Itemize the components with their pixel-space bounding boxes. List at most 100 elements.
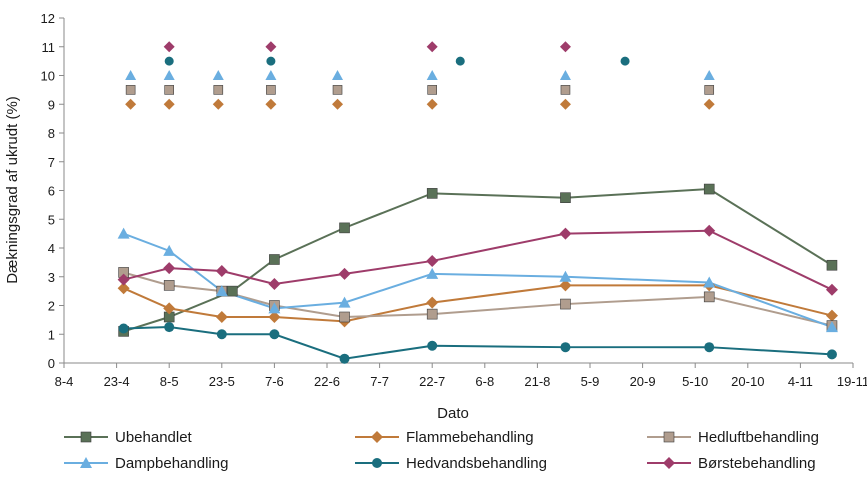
- x-axis-ticks: 8-4 23-4 8-5 23-5 7-6 22-6 7-7 22-7 6-8 21-8 5-9 20…: [55, 363, 867, 389]
- treatment-marker-hedvandsbehandling: [620, 56, 630, 66]
- data-point-dampbehandling: [338, 296, 351, 308]
- data-point-borstebehandling: [215, 265, 228, 277]
- data-point-borstebehandling: [559, 227, 572, 240]
- legend-item-flammebehandling: Flammebehandling: [355, 429, 534, 446]
- data-point-flammebehandling: [215, 311, 228, 323]
- legend-item-dampbehandling: Dampbehandling: [64, 455, 228, 472]
- series-line-borstebehandling: [123, 229, 833, 291]
- y-tick-label: 2: [48, 299, 55, 314]
- treatment-marker-flammebehandling: [125, 98, 137, 110]
- treatment-marker-hedluftbehandling: [332, 85, 343, 95]
- x-tick-label: 21-8: [524, 374, 550, 389]
- data-point-dampbehandling: [825, 321, 838, 333]
- data-point-dampbehandling: [215, 285, 228, 297]
- legend-label: Ubehandlet: [115, 429, 193, 446]
- data-point-hedvandsbehandling: [560, 342, 571, 353]
- data-point-hedvandsbehandling: [339, 353, 350, 364]
- y-tick-label: 5: [48, 212, 55, 227]
- legend-swatch-marker: [371, 431, 383, 443]
- treatment-marker-flammebehandling: [332, 98, 344, 110]
- x-tick-label: 6-8: [475, 374, 494, 389]
- legend-item-hedluftbehandling: Hedluftbehandling: [647, 429, 819, 446]
- data-point-hedvandsbehandling: [269, 329, 280, 340]
- legend-item-ubehandlet: Ubehandlet: [64, 429, 193, 446]
- x-tick-label: 5-10: [682, 374, 708, 389]
- series-lines: [123, 188, 833, 360]
- data-point-dampbehandling: [703, 276, 716, 288]
- data-point-hedvandsbehandling: [826, 349, 837, 360]
- treatment-marker-dampbehandling: [559, 70, 571, 80]
- treatment-marker-dampbehandling: [426, 70, 438, 80]
- y-tick-label: 9: [48, 97, 55, 112]
- treatment-marker-hedluftbehandling: [164, 85, 174, 95]
- series-line-hedvandsbehandling: [123, 326, 833, 360]
- data-point-hedluftbehandling: [426, 308, 438, 320]
- treatment-marker-flammebehandling: [163, 98, 175, 110]
- data-point-hedluftbehandling: [339, 311, 350, 323]
- x-tick-label: 7-6: [265, 374, 284, 389]
- treatment-marker-flammebehandling: [703, 98, 715, 110]
- x-tick-label: 19-11: [837, 374, 867, 389]
- data-point-dampbehandling: [117, 227, 130, 239]
- treatment-marker-hedluftbehandling: [560, 85, 571, 95]
- x-tick-label: 4-11: [788, 374, 813, 389]
- legend-item-borstebehandling: Børstebehandling: [647, 455, 816, 472]
- x-tick-label: 20-10: [731, 374, 764, 389]
- x-tick-label: 23-5: [209, 374, 235, 389]
- data-point-ubehandlet: [339, 222, 350, 234]
- treatment-marker-hedluftbehandling: [125, 85, 136, 95]
- data-point-ubehandlet: [227, 285, 238, 297]
- data-point-hedluftbehandling: [560, 298, 571, 310]
- data-point-ubehandlet: [269, 254, 280, 265]
- y-axis-label: Dækningsgrad af ukrudt (%): [4, 96, 21, 284]
- y-tick-label: 10: [41, 69, 55, 84]
- x-tick-label: 5-9: [581, 374, 600, 389]
- data-point-dampbehandling: [268, 302, 281, 314]
- treatment-marker-hedluftbehandling: [427, 85, 438, 95]
- data-point-ubehandlet: [703, 183, 715, 195]
- treatment-marker-flammebehandling: [559, 98, 571, 110]
- y-tick-label: 0: [48, 356, 55, 371]
- data-point-hedluftbehandling: [703, 291, 715, 303]
- treatment-marker-borstebehandling: [559, 41, 571, 53]
- treatment-marker-hedluftbehandling: [266, 85, 276, 95]
- legend-swatch-marker: [663, 457, 675, 469]
- treatment-marker-hedluftbehandling: [704, 85, 715, 95]
- data-point-hedvandsbehandling: [427, 340, 438, 351]
- treatment-marker-dampbehandling: [125, 70, 137, 80]
- data-point-borstebehandling: [163, 262, 176, 275]
- data-point-flammebehandling: [559, 279, 572, 292]
- y-tick-label: 12: [41, 11, 55, 26]
- treatment-marker-flammebehandling: [265, 98, 277, 110]
- legend-swatch-marker: [80, 431, 92, 443]
- data-point-borstebehandling: [825, 283, 838, 296]
- data-point-dampbehandling: [163, 244, 176, 256]
- treatment-marker-dampbehandling: [332, 70, 344, 80]
- data-point-dampbehandling: [559, 270, 572, 282]
- data-point-flammebehandling: [268, 311, 281, 323]
- data-point-borstebehandling: [268, 277, 281, 290]
- y-tick-label: 11: [42, 40, 56, 55]
- legend-swatch-marker: [80, 457, 92, 468]
- data-point-flammebehandling: [825, 309, 838, 322]
- treatment-marker-hedluftbehandling: [213, 85, 224, 95]
- treatment-marker-hedvandsbehandling: [164, 56, 174, 66]
- y-tick-label: 7: [48, 155, 55, 170]
- data-point-hedvandsbehandling: [118, 323, 129, 334]
- axes: [63, 18, 853, 364]
- treatment-marker-dampbehandling: [212, 70, 224, 80]
- x-tick-label: 8-5: [160, 374, 179, 389]
- legend: Ubehandlet Flammebehandling Hedluftbehandl…: [64, 429, 819, 472]
- data-point-hedluftbehandling: [163, 280, 175, 291]
- data-point-flammebehandling: [426, 296, 439, 309]
- treatment-marker-dampbehandling: [265, 70, 277, 80]
- y-tick-label: 8: [48, 126, 55, 141]
- legend-swatch-marker: [663, 431, 675, 443]
- treatment-marker-hedvandsbehandling: [455, 56, 465, 66]
- data-point-ubehandlet: [426, 188, 438, 199]
- x-tick-label: 22-6: [314, 374, 340, 389]
- treatment-marker-dampbehandling: [163, 70, 175, 80]
- legend-label: Dampbehandling: [115, 455, 228, 472]
